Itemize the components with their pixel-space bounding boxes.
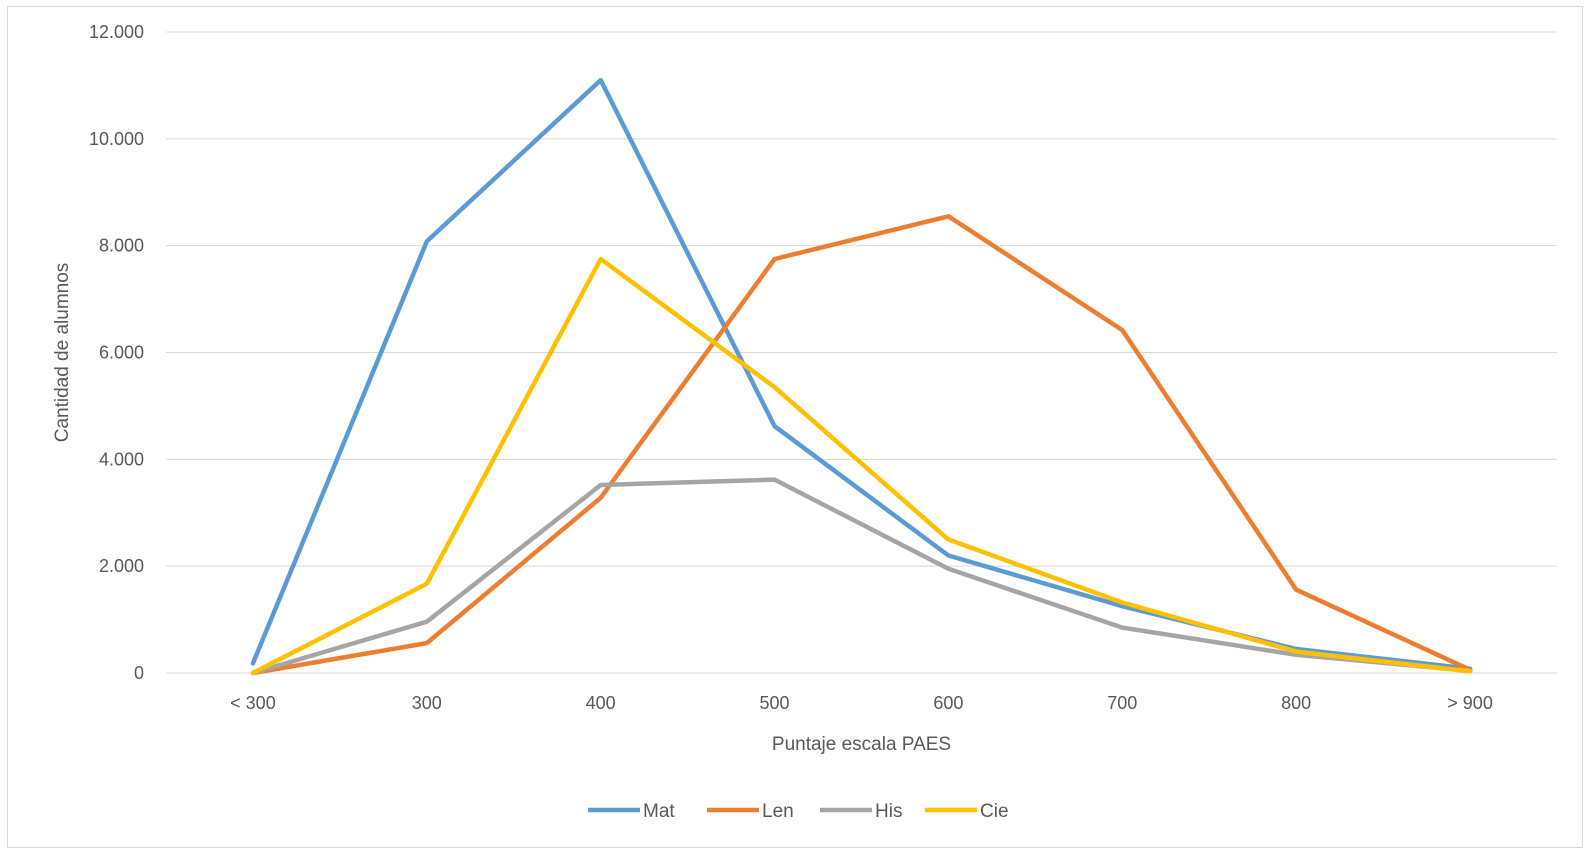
legend-label-len: Len — [762, 801, 794, 822]
series-line-cie — [250, 256, 1473, 676]
x-tick-label: 800 — [1281, 693, 1311, 713]
x-tick-label: 400 — [586, 693, 616, 713]
y-tick-label: 6.000 — [99, 343, 144, 363]
y-axis-ticks: 0 2.000 4.000 6.000 8.000 10.000 12.000 — [89, 22, 144, 683]
chart-frame — [7, 6, 1583, 848]
legend-label-cie: Cie — [980, 801, 1009, 822]
x-tick-label: 300 — [412, 693, 442, 713]
x-tick-label: 700 — [1107, 693, 1137, 713]
y-tick-label: 10.000 — [89, 129, 144, 149]
y-tick-label: 8.000 — [99, 236, 144, 256]
y-tick-label: 12.000 — [89, 22, 144, 42]
series-line-his — [250, 477, 1473, 676]
legend: Mat Len His Cie — [588, 801, 1009, 822]
legend-label-his: His — [875, 801, 902, 822]
x-tick-label: > 900 — [1447, 693, 1493, 713]
x-tick-label: 600 — [933, 693, 963, 713]
y-tick-label: 0 — [134, 663, 144, 683]
y-tick-label: 2.000 — [99, 556, 144, 576]
y-axis-title: Cantidad de alumnos — [52, 263, 73, 443]
x-axis-title: Puntaje escala PAES — [772, 734, 951, 755]
gridlines — [166, 31, 1557, 674]
x-tick-label: < 300 — [230, 693, 276, 713]
legend-label-mat: Mat — [643, 801, 675, 822]
x-axis-ticks: < 300 300 400 500 600 700 800 > 900 — [230, 693, 1493, 713]
series-line-len — [250, 214, 1473, 676]
series-lines — [250, 77, 1473, 676]
x-tick-label: 500 — [760, 693, 790, 713]
y-tick-label: 4.000 — [99, 449, 144, 469]
